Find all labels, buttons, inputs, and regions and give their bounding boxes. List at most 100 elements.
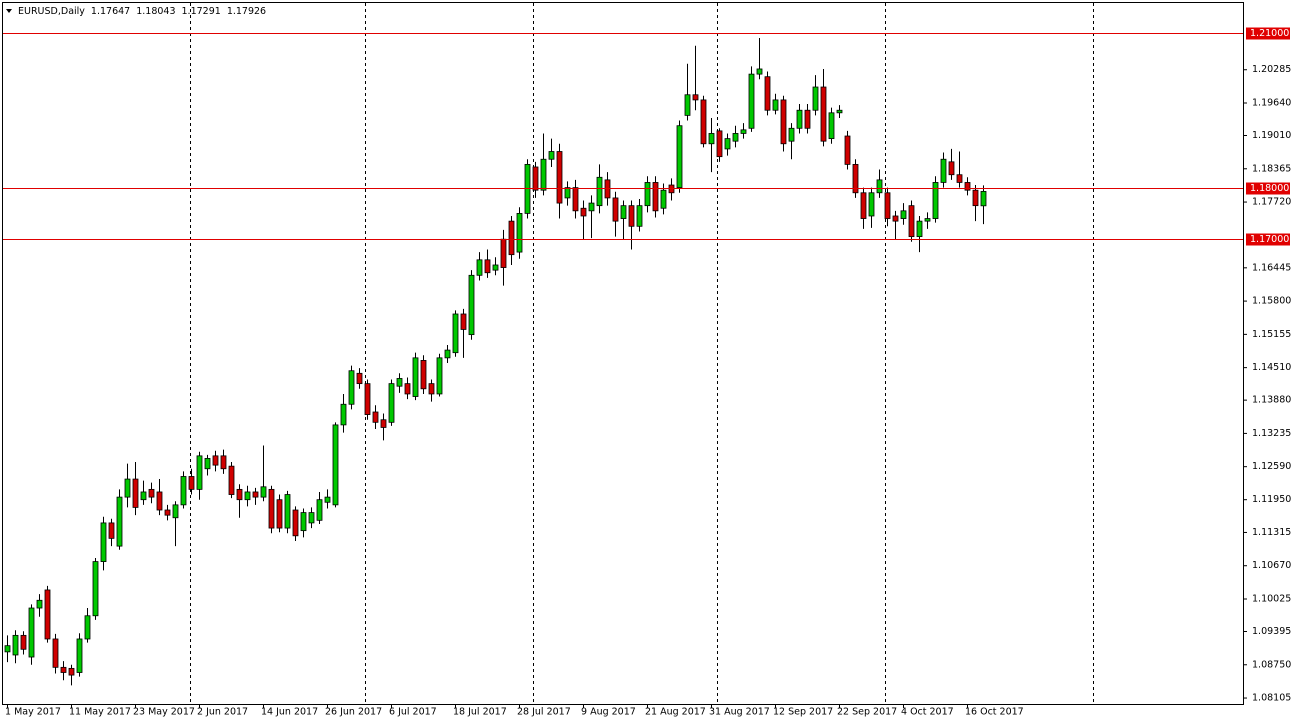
candle-body: [596, 176, 603, 207]
candle-body: [492, 264, 499, 271]
candle-body: [532, 166, 539, 191]
plot-frame: [2, 2, 1244, 705]
candle-body: [12, 634, 19, 656]
y-tick-label: 1.15155: [1252, 329, 1291, 340]
candle-body: [260, 486, 267, 498]
candle-body: [244, 491, 251, 501]
candle-body: [76, 638, 83, 673]
header-high: 1.18043: [136, 6, 175, 17]
chart-title: EURUSD,Daily: [18, 6, 85, 17]
x-tick-label: 2 Jun 2017: [197, 707, 248, 718]
level-label-box: [1246, 182, 1290, 195]
candle-body: [876, 179, 883, 194]
header-open: 1.17647: [91, 6, 130, 17]
candle-body: [636, 205, 643, 227]
candle-body: [164, 509, 171, 516]
candle-body: [412, 357, 419, 397]
candle-body: [220, 455, 227, 470]
candle-body: [100, 522, 107, 562]
candle-body: [124, 478, 131, 498]
candle-body: [828, 112, 835, 140]
y-tick-label: 1.18365: [1252, 163, 1291, 174]
y-tick-label: 1.10670: [1252, 560, 1291, 571]
x-tick-label: 11 May 2017: [69, 707, 131, 718]
candle-body: [292, 509, 299, 537]
candle-body: [740, 129, 747, 134]
candle-body: [964, 182, 971, 191]
candle-body: [700, 99, 707, 145]
candle-body: [148, 488, 155, 498]
candle-body: [628, 205, 635, 227]
y-tick-label: 1.11950: [1252, 494, 1291, 505]
candle-body: [724, 138, 731, 150]
candle-body: [956, 174, 963, 183]
x-tick-label: 12 Sep 2017: [773, 707, 833, 718]
candle-body: [204, 458, 211, 470]
candle-body: [652, 182, 659, 212]
y-tick-label: 1.16445: [1252, 262, 1291, 273]
candle-body: [572, 187, 579, 212]
candle-body: [580, 207, 587, 217]
candle-body: [20, 634, 27, 650]
candle-body: [884, 192, 891, 219]
candle-body: [860, 192, 867, 219]
x-tick-label: 14 Jun 2017: [261, 707, 318, 718]
candle-body: [852, 163, 859, 194]
candle-body: [68, 667, 75, 676]
candle-body: [236, 488, 243, 501]
candle-body: [980, 191, 987, 207]
candle-body: [212, 455, 219, 466]
candle-body: [268, 488, 275, 529]
candle-body: [60, 666, 67, 673]
candle-body: [772, 99, 779, 111]
candle-body: [140, 491, 147, 501]
menu-arrow[interactable]: [6, 9, 12, 13]
candle-body: [348, 370, 355, 405]
x-tick-label: 16 Oct 2017: [965, 707, 1024, 718]
candle-body: [172, 504, 179, 519]
y-tick-label: 1.10025: [1252, 593, 1291, 604]
x-tick-label: 28 Jul 2017: [517, 707, 571, 718]
candle-body: [644, 182, 651, 207]
candle-body: [716, 130, 723, 158]
candle-body: [692, 94, 699, 101]
candle-body: [484, 259, 491, 274]
y-tick-label: 1.13880: [1252, 395, 1291, 406]
candle-body: [548, 151, 555, 160]
candle-body: [788, 127, 795, 142]
candle-body: [892, 215, 899, 222]
x-tick-label: 1 May 2017: [5, 707, 61, 718]
candle-body: [4, 645, 11, 653]
level-label-box: [1246, 233, 1290, 246]
candle-body: [900, 210, 907, 219]
period-separators: [190, 3, 1094, 704]
candle-body: [180, 476, 187, 506]
candle-body: [252, 491, 259, 498]
y-tick-label: 1.11315: [1252, 527, 1291, 538]
candle-body: [364, 383, 371, 415]
level-label: 1.18000: [1250, 183, 1289, 194]
candle-body: [932, 182, 939, 219]
candle-body: [36, 599, 43, 609]
level-label: 1.17000: [1250, 234, 1289, 245]
candle-body: [52, 638, 59, 668]
candle-body: [764, 76, 771, 111]
candle-body: [820, 86, 827, 142]
y-tick-label: 1.19640: [1252, 98, 1291, 109]
candle-body: [612, 197, 619, 222]
candle-body: [460, 313, 467, 330]
header-close: 1.17926: [227, 6, 266, 17]
candle-body: [388, 383, 395, 423]
candle-body: [684, 94, 691, 116]
candle-body: [468, 274, 475, 336]
candle-body: [316, 499, 323, 521]
candle-body: [516, 213, 523, 253]
candle-body: [108, 522, 115, 539]
candle-body: [444, 349, 451, 359]
candle-body: [540, 158, 547, 191]
x-tick-label: 18 Jul 2017: [453, 707, 507, 718]
candle-body: [804, 109, 811, 129]
